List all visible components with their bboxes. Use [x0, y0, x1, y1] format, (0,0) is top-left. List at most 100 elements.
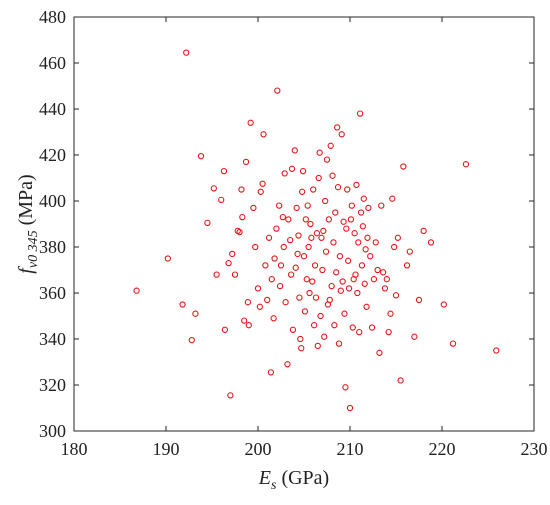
data-point — [265, 234, 273, 241]
data-point — [289, 326, 297, 333]
data-point — [268, 276, 275, 283]
data-point — [317, 312, 324, 320]
data-point — [323, 156, 331, 163]
data-point — [133, 287, 140, 294]
data-point — [325, 216, 332, 223]
data-point — [264, 296, 271, 304]
data-point — [340, 218, 347, 225]
data-point — [183, 49, 190, 56]
data-point — [354, 289, 361, 297]
data-point — [262, 262, 269, 269]
data-point — [229, 250, 236, 258]
data-point — [238, 186, 245, 193]
data-point — [299, 188, 306, 195]
data-point — [332, 209, 339, 216]
data-point — [291, 147, 298, 154]
data-point — [330, 239, 337, 246]
data-point — [254, 285, 262, 292]
data-point — [299, 167, 307, 175]
x-tick-label: 210 — [337, 439, 364, 459]
data-point — [376, 349, 383, 356]
data-point — [333, 269, 340, 276]
data-point — [347, 216, 355, 223]
data-point — [227, 392, 234, 399]
data-point — [257, 188, 264, 195]
x-axis-label: Es (GPa) — [258, 467, 329, 493]
data-point — [415, 296, 423, 304]
y-axis-label-sub: v0 345 — [26, 230, 41, 268]
y-tick-label: 380 — [39, 237, 66, 257]
plot-area — [73, 16, 535, 432]
data-point — [259, 180, 266, 187]
data-point — [312, 294, 320, 301]
data-point — [308, 234, 315, 241]
y-tick-labels: 300 320 340 360 380 400 420 440 460 480 — [39, 7, 66, 441]
data-point — [394, 234, 401, 241]
data-point — [242, 158, 250, 166]
x-tick-label: 190 — [153, 439, 180, 459]
data-point — [221, 326, 229, 333]
data-point — [270, 315, 277, 322]
data-point — [192, 310, 199, 317]
x-tick-label: 230 — [521, 439, 548, 459]
data-point — [305, 243, 312, 251]
data-point — [311, 262, 319, 269]
data-point — [345, 257, 352, 264]
data-point — [365, 204, 372, 212]
data-point — [252, 243, 259, 251]
data-point — [260, 131, 267, 138]
data-point — [292, 264, 299, 271]
data-point — [307, 220, 314, 228]
data-point — [400, 163, 407, 170]
x-axis-label-unit: (GPa) — [276, 467, 329, 489]
data-point — [241, 317, 248, 324]
y-tick-label: 480 — [39, 7, 66, 27]
data-point — [379, 269, 387, 276]
data-point — [427, 239, 435, 246]
data-point — [204, 219, 211, 226]
data-point — [392, 292, 400, 299]
data-point — [374, 266, 381, 274]
data-point — [297, 335, 304, 343]
data-point — [403, 262, 411, 269]
data-point — [310, 322, 318, 329]
data-point — [231, 271, 239, 278]
data-point — [244, 299, 252, 306]
data-point — [245, 322, 252, 329]
data-point — [345, 285, 353, 292]
y-tick-label: 340 — [39, 329, 66, 349]
y-axis-label-main: f — [15, 266, 37, 274]
data-point — [381, 285, 389, 292]
data-point — [353, 181, 360, 189]
data-point — [335, 340, 343, 347]
y-tick-label: 460 — [39, 53, 66, 73]
data-point — [346, 404, 354, 412]
data-point — [179, 301, 186, 308]
data-point — [462, 161, 470, 168]
y-tick-label: 420 — [39, 145, 66, 165]
data-point — [333, 124, 341, 131]
data-point — [247, 119, 254, 126]
data-point — [295, 232, 302, 239]
data-point — [339, 278, 346, 285]
data-point — [363, 303, 370, 310]
data-point — [276, 282, 284, 290]
data-point — [300, 253, 308, 260]
data-point — [281, 170, 288, 177]
y-tick-label: 400 — [39, 191, 66, 211]
data-point — [273, 225, 280, 232]
x-tick-label: 200 — [245, 439, 272, 459]
data-point — [336, 253, 344, 260]
data-point — [288, 165, 296, 172]
data-point — [285, 216, 292, 223]
data-point — [440, 301, 447, 308]
y-tick-label: 440 — [39, 99, 66, 119]
data-point — [313, 230, 321, 237]
data-point — [326, 296, 333, 304]
data-point — [493, 347, 500, 354]
data-point — [276, 202, 283, 209]
data-point — [343, 225, 350, 232]
data-point — [352, 271, 359, 278]
data-point — [250, 204, 257, 212]
y-tick-label: 360 — [39, 283, 66, 303]
